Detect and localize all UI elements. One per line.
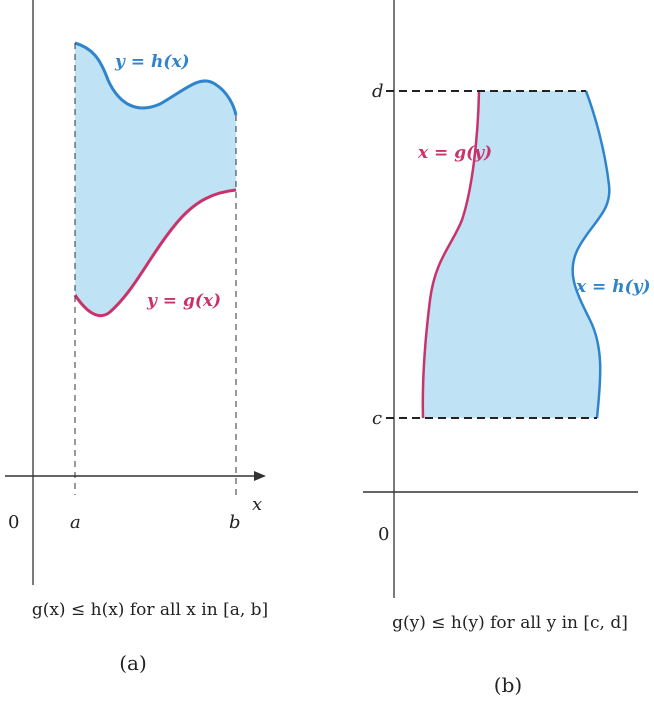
panel-b: x = g(y) x = h(y) d c 0 g(y) ≤ h(y) for … bbox=[363, 0, 651, 697]
panel-b-panel-label: (b) bbox=[494, 673, 522, 697]
panel-a-x-label: x bbox=[252, 494, 262, 515]
panel-b-label-h: x = h(y) bbox=[575, 277, 651, 297]
panel-a-curve-h bbox=[74, 41, 238, 116]
panel-b-label-g: x = g(y) bbox=[417, 143, 492, 163]
panel-b-d-label: d bbox=[372, 81, 384, 102]
panel-b-curve-h bbox=[571, 90, 611, 419]
panel-b-region bbox=[422, 91, 610, 418]
panel-b-curve-g bbox=[421, 90, 481, 419]
panel-a-panel-label: (a) bbox=[119, 651, 147, 675]
panel-a-x-axis-arrow bbox=[254, 471, 266, 481]
panel-a-label-h: y = h(x) bbox=[114, 52, 190, 72]
panel-a-a-label: a bbox=[70, 512, 81, 533]
panel-a-region bbox=[75, 43, 236, 316]
panel-a-origin-label: 0 bbox=[8, 512, 19, 533]
panel-b-c-label: c bbox=[372, 408, 382, 429]
panel-a-caption: g(x) ≤ h(x) for all x in [a, b] bbox=[32, 600, 268, 620]
panel-b-caption: g(y) ≤ h(y) for all y in [c, d] bbox=[392, 613, 628, 633]
panel-a: y = h(x) y = g(x) x 0 a b g(x) ≤ h(x) fo… bbox=[5, 0, 268, 675]
panel-a-b-label: b bbox=[229, 512, 241, 533]
panel-b-origin-label: 0 bbox=[378, 524, 389, 545]
panel-a-label-g: y = g(x) bbox=[146, 291, 221, 311]
panel-a-curve-g bbox=[73, 188, 237, 318]
